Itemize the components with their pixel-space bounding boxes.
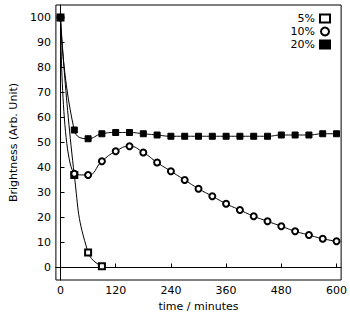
svg-text:600: 600	[326, 284, 347, 297]
svg-text:20%: 20%	[291, 38, 315, 51]
svg-text:0: 0	[57, 284, 64, 297]
svg-text:90: 90	[37, 36, 51, 49]
svg-text:40: 40	[37, 161, 51, 174]
svg-text:Brightness (Arb. Unit): Brightness (Arb. Unit)	[7, 83, 20, 202]
svg-text:480: 480	[271, 284, 292, 297]
svg-text:20: 20	[37, 211, 51, 224]
svg-text:0: 0	[44, 261, 51, 274]
svg-text:60: 60	[37, 111, 51, 124]
svg-text:70: 70	[37, 86, 51, 99]
svg-text:30: 30	[37, 186, 51, 199]
svg-text:50: 50	[37, 136, 51, 149]
svg-text:10: 10	[37, 236, 51, 249]
svg-text:10%: 10%	[291, 25, 315, 38]
svg-text:360: 360	[216, 284, 237, 297]
svg-text:100: 100	[30, 11, 51, 24]
svg-text:80: 80	[37, 61, 51, 74]
svg-text:5%: 5%	[298, 12, 315, 25]
svg-text:240: 240	[160, 284, 181, 297]
svg-text:120: 120	[105, 284, 126, 297]
svg-text:time / minutes: time / minutes	[158, 300, 238, 313]
